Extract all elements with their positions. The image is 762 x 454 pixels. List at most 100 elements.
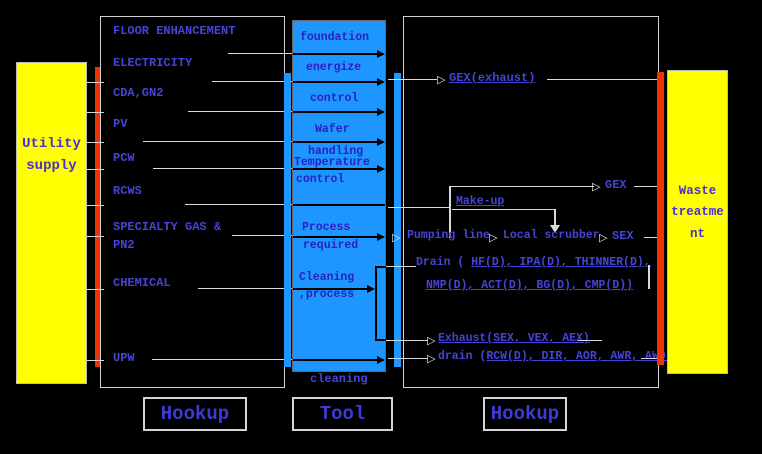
right-arrowhead-icon: [367, 285, 375, 293]
exhaust-label: Exhaust(SEX, VEX, AEX): [438, 332, 590, 345]
open-arrowhead-icon: ▷: [427, 352, 436, 365]
right-arrowhead-icon: [377, 233, 385, 241]
connector-line: [634, 186, 657, 187]
connector-line: [87, 142, 104, 143]
connector-line: [87, 205, 104, 206]
tool-below-cleaning-label: cleaning: [310, 372, 368, 386]
connector-line: [293, 168, 377, 170]
drain-lower-prefix: drain (: [438, 350, 487, 363]
connector-line: [87, 112, 104, 113]
open-arrowhead-icon: ▷: [437, 73, 446, 86]
connector-line: [228, 53, 292, 54]
drain-lower-label: drain (RCW(D), DIR, AOR, AWR, AWD): [438, 350, 673, 363]
connector-line: [87, 169, 104, 170]
supply-item-chemical: CHEMICAL: [113, 276, 171, 290]
pumping-line-label: Pumping line: [407, 229, 490, 242]
supply-item-pv: PV: [113, 117, 128, 131]
connector-line: [293, 111, 377, 113]
connector-line: [554, 209, 556, 226]
connector-line: [152, 359, 292, 360]
open-arrowhead-icon: ▷: [489, 231, 498, 244]
drain-prefix: Drain (: [416, 256, 472, 269]
supply-list-box: [100, 16, 285, 388]
connector-line: [293, 141, 377, 143]
drain-chemical-label-line1: Drain ( HF(D), IPA(D), THINNER(D),: [416, 256, 651, 269]
connector-line: [293, 53, 377, 55]
utility-supply-box: Utility supply: [16, 62, 87, 384]
tool-label-energize: energize: [306, 61, 362, 74]
connector-line: [375, 339, 386, 341]
connector-line: [293, 359, 377, 361]
supply-item-specialty-gas-2: PN2: [113, 238, 135, 252]
connector-line: [153, 168, 292, 169]
tool-left-interface-bar: [284, 73, 291, 367]
connector-line: [198, 288, 292, 289]
tool-label-temperature-2: control: [296, 173, 345, 186]
connector-line: [375, 266, 386, 268]
right-arrowhead-icon: [377, 356, 385, 364]
gex-exhaust-label: GEX(exhaust): [449, 71, 536, 85]
connector-line: [452, 209, 555, 210]
connector-line: [212, 81, 292, 82]
connector-line: [644, 237, 657, 238]
connector-line: [449, 186, 594, 187]
makeup-label: Make-up: [456, 195, 505, 208]
connector-line: [185, 204, 292, 205]
connector-line: [293, 81, 377, 83]
waste-treatment-box: Waste treatment: [667, 70, 728, 374]
supply-item-floor: FLOOR ENHANCEMENT: [113, 24, 236, 38]
connector-line: [388, 79, 437, 80]
open-arrowhead-icon: ▷: [592, 180, 601, 193]
right-arrowhead-icon: [377, 138, 385, 146]
local-scrubber-label: Local scrubber: [503, 229, 600, 242]
connector-line: [293, 204, 385, 206]
supply-item-rcws: RCWS: [113, 184, 142, 198]
gex-label: GEX: [605, 178, 627, 192]
connector-line: [232, 235, 292, 236]
drain-chemical-label-line2: NMP(D), ACT(D), BG(D), CMP(D)): [426, 279, 634, 292]
connector-line: [87, 289, 104, 290]
right-arrowhead-icon: [377, 165, 385, 173]
right-hookup-red-bar: [657, 72, 664, 365]
footer-hookup-left-box: Hookup: [143, 397, 247, 431]
connector-line: [388, 207, 450, 208]
tool-label-temperature-1: Temperature: [294, 156, 370, 169]
connector-line: [641, 358, 657, 359]
open-arrowhead-icon: ▷: [599, 231, 608, 244]
supply-item-cda-gn2: CDA,GN2: [113, 86, 164, 100]
branch-bracket: [375, 266, 377, 341]
connector-line: [388, 358, 428, 359]
tool-right-interface-bar: [394, 73, 401, 367]
tool-label-cleaning-2: ,process: [299, 288, 355, 301]
connector-line: [293, 236, 377, 238]
tool-label-control: control: [310, 92, 359, 105]
supply-item-upw: UPW: [113, 351, 135, 365]
supply-item-pcw: PCW: [113, 151, 135, 165]
supply-item-electricity: ELECTRICITY: [113, 56, 193, 70]
footer-tool-box: Tool: [292, 397, 393, 431]
connector-line: [87, 82, 104, 83]
drain-list-1: HF(D), IPA(D), THINNER(D),: [471, 256, 651, 269]
tool-label-process-2: required: [303, 239, 359, 252]
connector-line: [578, 340, 602, 341]
connector-line: [87, 360, 104, 361]
open-arrowhead-icon: ▷: [392, 231, 401, 244]
footer-hookup-right-box: Hookup: [483, 397, 567, 431]
right-arrowhead-icon: [377, 78, 385, 86]
connector-line: [648, 265, 650, 289]
tool-label-wafer-1: Wafer: [315, 123, 350, 136]
drain-lower-list: RCW(D), DIR, AOR, AWR, AWD): [486, 350, 673, 363]
tool-box: [292, 20, 386, 372]
right-arrowhead-icon: [377, 108, 385, 116]
right-arrowhead-icon: [377, 50, 385, 58]
sex-label: SEX: [612, 229, 634, 243]
down-arrowhead-icon: [550, 225, 560, 233]
connector-line: [293, 288, 367, 290]
connector-line: [87, 236, 104, 237]
tool-label-process-1: Process: [302, 221, 351, 234]
connector-line: [386, 266, 416, 267]
connector-line: [449, 186, 451, 238]
supply-item-specialty-gas-1: SPECIALTY GAS &: [113, 220, 222, 234]
connector-line: [143, 141, 292, 142]
tool-label-cleaning-1: Cleaning: [299, 271, 355, 284]
